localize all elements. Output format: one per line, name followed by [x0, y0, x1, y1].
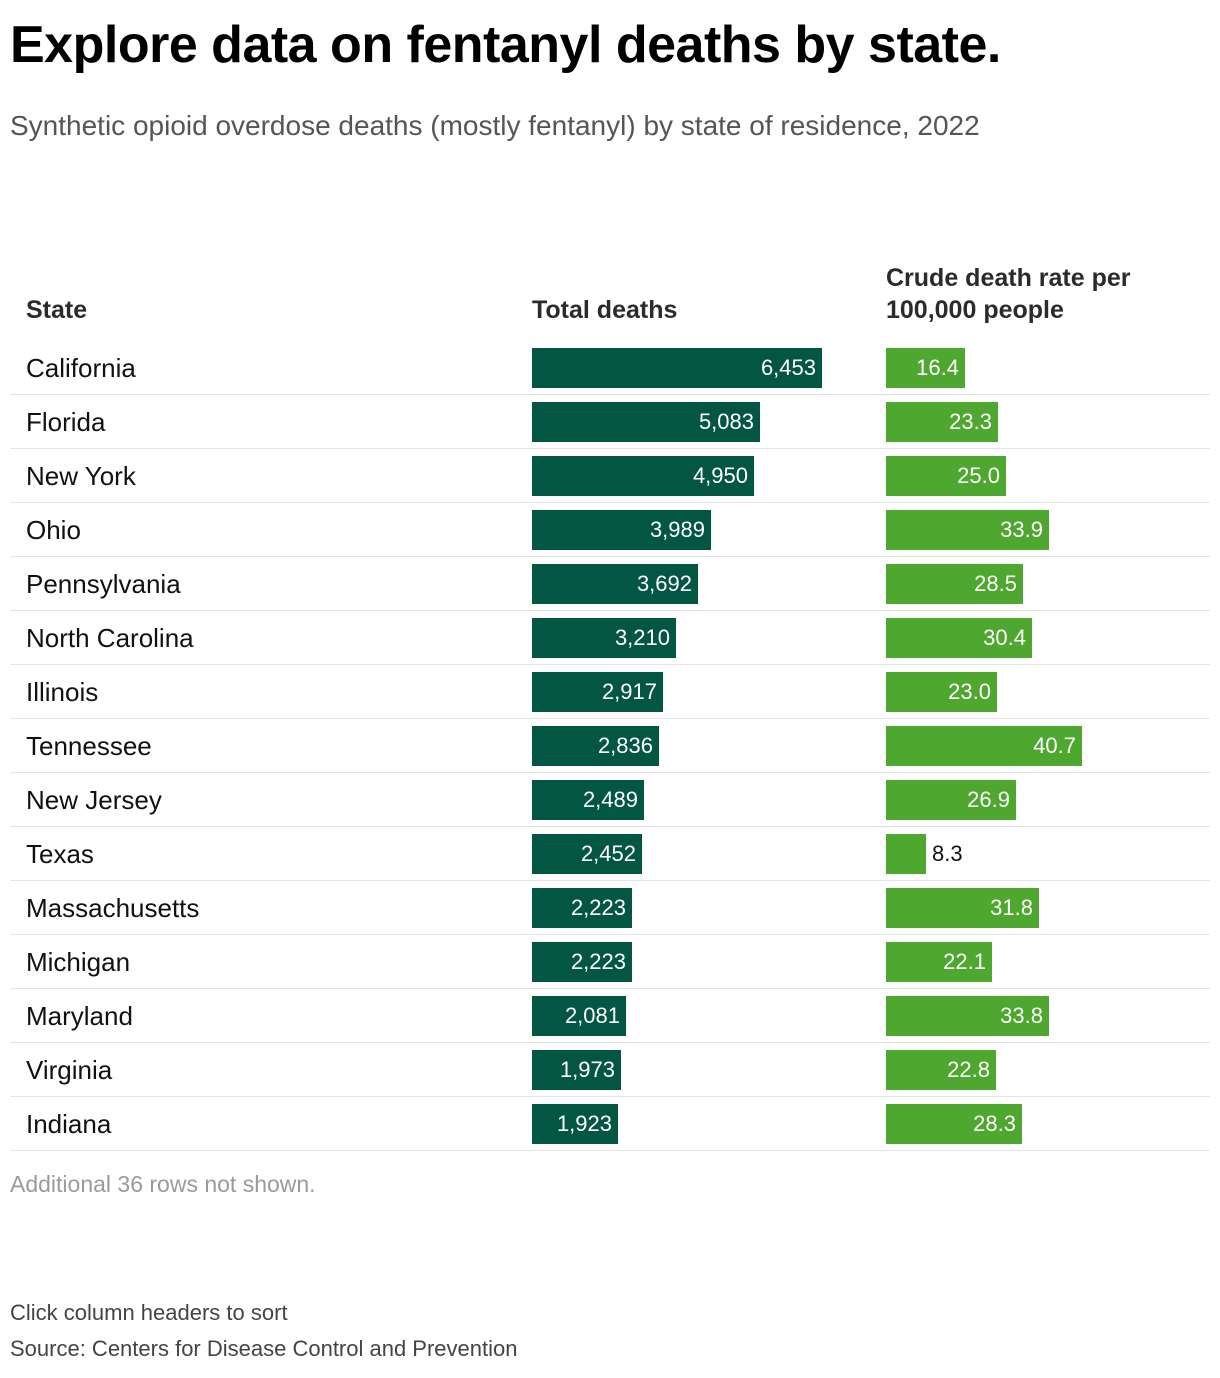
table-row: Michigan 2,223 22.1	[10, 935, 1210, 989]
table-row: Florida 5,083 23.3	[10, 395, 1210, 449]
state-name: Massachusetts	[26, 893, 200, 923]
state-name: Florida	[26, 407, 106, 437]
deaths-bar	[532, 834, 642, 874]
rate-bar	[886, 348, 965, 388]
deaths-value-label: 2,489	[582, 787, 638, 812]
source-note: Source: Centers for Disease Control and …	[10, 1336, 518, 1361]
rate-value-label: 33.9	[1000, 517, 1043, 542]
table-row: Tennessee 2,836 40.7	[10, 719, 1210, 773]
rate-bar	[886, 672, 997, 712]
rate-bar	[886, 834, 926, 874]
rate-value-label: 22.8	[947, 1057, 990, 1082]
deaths-bar	[532, 888, 632, 928]
deaths-value-label: 5,083	[698, 409, 754, 434]
deaths-value-label: 2,917	[601, 679, 657, 704]
table-row: New York 4,950 25.0	[10, 449, 1210, 503]
deaths-value-label: 3,692	[636, 571, 692, 596]
state-name: Maryland	[26, 1001, 133, 1031]
rate-bar	[886, 618, 1032, 658]
table-row: Indiana 1,923 28.3	[10, 1097, 1210, 1151]
rows-hidden-note: Additional 36 rows not shown.	[10, 1171, 316, 1197]
deaths-bar	[532, 456, 754, 496]
sort-instructions: Click column headers to sort	[10, 1300, 288, 1325]
rate-bar	[886, 996, 1049, 1036]
table-row: New Jersey 2,489 26.9	[10, 773, 1210, 827]
state-name: Pennsylvania	[26, 569, 181, 599]
state-name: Ohio	[26, 515, 81, 545]
deaths-bar	[532, 942, 632, 982]
state-name: New Jersey	[26, 785, 162, 815]
column-header-death-rate[interactable]: Crude death rate per 100,000 people	[886, 264, 1131, 324]
rate-value-label: 26.9	[967, 787, 1010, 812]
rate-bar	[886, 942, 992, 982]
rate-bar	[886, 564, 1023, 604]
rate-bar	[886, 780, 1016, 820]
state-name: Indiana	[26, 1109, 112, 1139]
deaths-value-label: 2,081	[564, 1003, 620, 1028]
deaths-bar	[532, 1050, 621, 1090]
rate-value-label: 16.4	[916, 355, 959, 380]
data-table: California 6,453 16.4 Florida 5,083 23.3 New Y…	[10, 341, 1210, 1151]
deaths-bar	[532, 726, 659, 766]
page-title: Explore data on fentanyl deaths by state…	[10, 16, 1001, 74]
rate-value-label: 8.3	[932, 841, 963, 866]
rate-value-label: 40.7	[1033, 733, 1076, 758]
rate-value-label: 28.3	[973, 1111, 1016, 1136]
deaths-value-label: 1,973	[559, 1057, 615, 1082]
table-row: California 6,453 16.4	[10, 341, 1210, 395]
deaths-bar	[532, 1104, 618, 1144]
table-row: Pennsylvania 3,692 28.5	[10, 557, 1210, 611]
rate-bar	[886, 402, 998, 442]
deaths-value-label: 2,223	[570, 949, 626, 974]
deaths-value-label: 2,452	[580, 841, 636, 866]
rate-value-label: 22.1	[943, 949, 986, 974]
state-name: North Carolina	[26, 623, 194, 653]
rate-bar	[886, 456, 1006, 496]
column-header-total-deaths[interactable]: Total deaths	[532, 296, 678, 324]
deaths-bar	[532, 348, 822, 388]
state-name: Texas	[26, 839, 94, 869]
deaths-value-label: 2,223	[570, 895, 626, 920]
deaths-bar	[532, 564, 698, 604]
rate-value-label: 33.8	[1000, 1003, 1043, 1028]
rate-value-label: 25.0	[957, 463, 1000, 488]
table-row: Texas 2,452 8.3	[10, 827, 1210, 881]
rate-value-label: 30.4	[983, 625, 1026, 650]
deaths-value-label: 3,210	[614, 625, 670, 650]
table-row: North Carolina 3,210 30.4	[10, 611, 1210, 665]
deaths-value-label: 6,453	[760, 355, 816, 380]
rate-value-label: 31.8	[990, 895, 1033, 920]
deaths-bar	[532, 672, 663, 712]
deaths-bar	[532, 996, 626, 1036]
table-row: Maryland 2,081 33.8	[10, 989, 1210, 1043]
table-row: Virginia 1,973 22.8	[10, 1043, 1210, 1097]
rate-value-label: 23.0	[948, 679, 991, 704]
state-name: Tennessee	[26, 731, 152, 761]
rate-bar	[886, 1104, 1022, 1144]
deaths-bar	[532, 510, 711, 550]
deaths-value-label: 3,989	[649, 517, 705, 542]
table-row: Ohio 3,989 33.9	[10, 503, 1210, 557]
page-subtitle: Synthetic opioid overdose deaths (mostly…	[10, 110, 980, 141]
column-header-state[interactable]: State	[26, 296, 88, 324]
rate-value-label: 23.3	[949, 409, 992, 434]
deaths-value-label: 1,923	[556, 1111, 612, 1136]
deaths-value-label: 4,950	[692, 463, 748, 488]
deaths-bar	[532, 618, 676, 658]
table-row: Massachusetts 2,223 31.8	[10, 881, 1210, 935]
state-name: New York	[26, 461, 136, 491]
rate-bar	[886, 510, 1049, 550]
deaths-bar	[532, 402, 760, 442]
state-name: Illinois	[26, 677, 99, 707]
rate-bar	[886, 726, 1082, 766]
rate-value-label: 28.5	[974, 571, 1017, 596]
state-name: Virginia	[26, 1055, 113, 1085]
table-row: Illinois 2,917 23.0	[10, 665, 1210, 719]
state-name: California	[26, 353, 136, 383]
deaths-value-label: 2,836	[597, 733, 653, 758]
state-name: Michigan	[26, 947, 131, 977]
deaths-bar	[532, 780, 644, 820]
rate-bar	[886, 888, 1039, 928]
rate-bar	[886, 1050, 996, 1090]
